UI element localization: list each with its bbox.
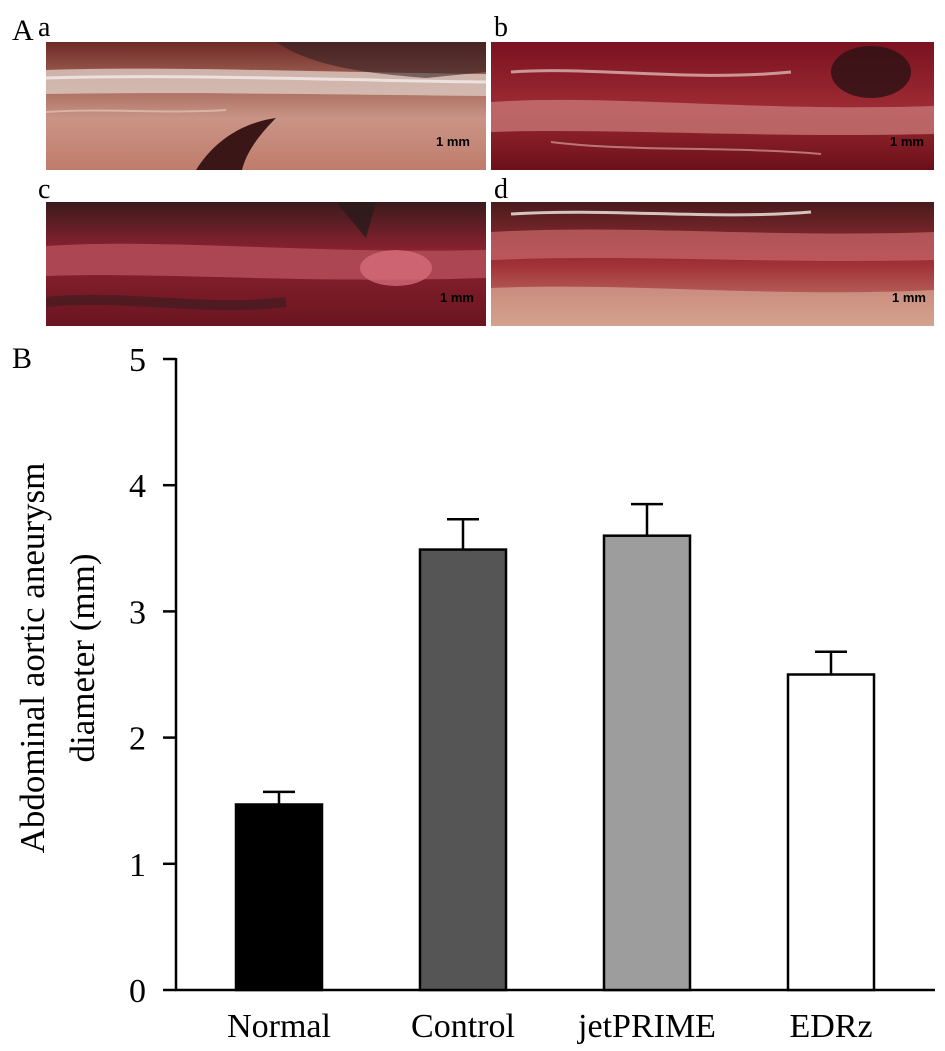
photo-a-aorta-normal bbox=[46, 42, 486, 170]
photo-b-letter: b bbox=[494, 12, 508, 43]
x-tick-label-control: Control bbox=[411, 1008, 515, 1045]
photo-c-letter: c bbox=[38, 174, 51, 205]
y-axis-label-line-2: diameter (mm) bbox=[63, 554, 102, 763]
x-tick-label-edrz: EDRz bbox=[789, 1008, 872, 1045]
bar-edrz bbox=[786, 673, 876, 992]
chart-marks: 0 1 2 3 4 5 Normal Control jetPRIME EDRz bbox=[129, 342, 935, 1045]
panel-b-label: B bbox=[12, 342, 33, 375]
photo-d-scale-label: 1 mm bbox=[892, 290, 926, 305]
photo-b-aorta-control bbox=[491, 42, 934, 170]
y-tick-label-0: 0 bbox=[129, 973, 146, 1010]
y-tick-label-4: 4 bbox=[129, 468, 146, 505]
y-tick-label-2: 2 bbox=[129, 721, 146, 758]
bar-control bbox=[418, 548, 508, 992]
x-tick-label-normal: Normal bbox=[227, 1008, 331, 1045]
photo-a-scale-label: 1 mm bbox=[436, 134, 470, 149]
photo-d-aorta-edrz bbox=[491, 202, 934, 326]
photo-a-letter: a bbox=[38, 12, 51, 43]
panel-a-label: A bbox=[12, 14, 34, 47]
y-tick-label-5: 5 bbox=[129, 342, 146, 379]
bar-jetprime bbox=[602, 534, 692, 992]
x-tick-label-jetprime: jetPRIME bbox=[577, 1008, 716, 1045]
photo-c-scale-label: 1 mm bbox=[440, 290, 474, 305]
photo-b-scale-label: 1 mm bbox=[890, 134, 924, 149]
y-tick-label-1: 1 bbox=[129, 847, 146, 884]
photo-c-aorta-jetprime bbox=[46, 202, 486, 326]
y-tick-label-3: 3 bbox=[129, 594, 146, 631]
bar-normal bbox=[234, 803, 324, 992]
bar-chart: Abdominal aortic aneurysm diameter (mm) … bbox=[13, 342, 935, 1045]
photo-d-letter: d bbox=[494, 174, 508, 205]
y-axis-label-line-1: Abdominal aortic aneurysm bbox=[13, 463, 52, 854]
